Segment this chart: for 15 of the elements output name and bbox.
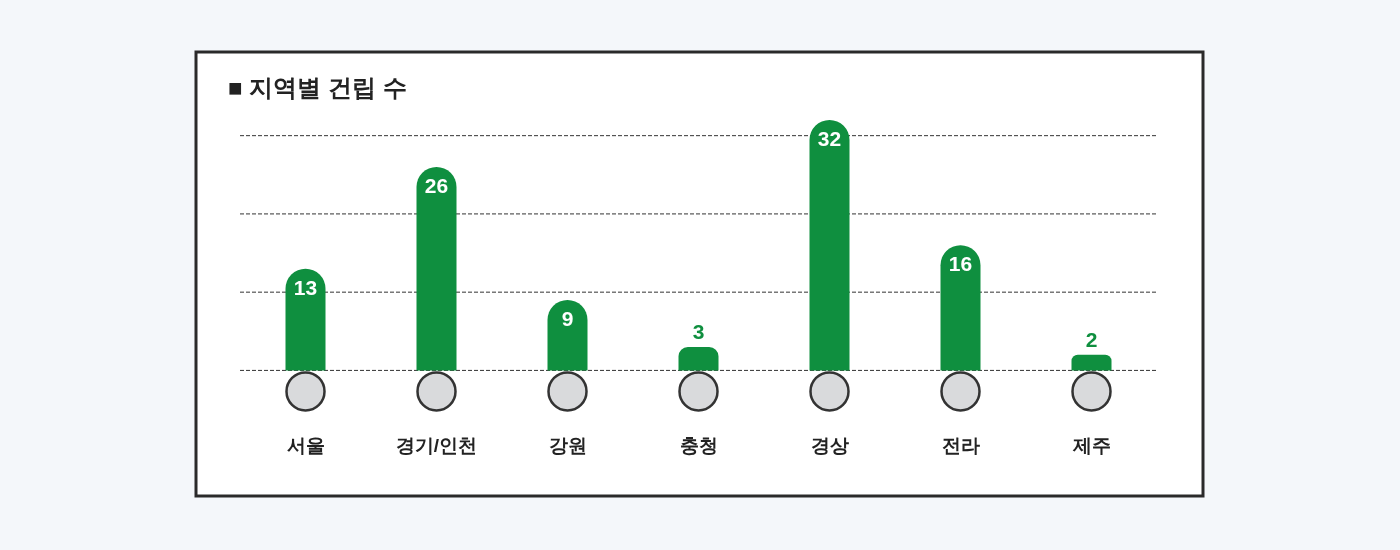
x-tick-label: 충청 [679,435,718,456]
data-label: 26 [424,173,449,197]
x-tick-label: 경상 [810,435,849,456]
x-tick-label: 서울 [286,435,325,456]
data-label: 16 [948,252,973,276]
x-tick-label: 제주 [1071,435,1111,456]
data-label: 32 [817,127,842,151]
x-tick-label: 전라 [941,435,980,456]
x-tick-label: 경기/인천 [395,435,478,456]
data-label: 13 [293,275,318,299]
chart-title: ■ 지역별 건립 수 [228,74,407,101]
data-label: 9 [561,306,574,330]
x-tick-label: 강원 [548,435,587,456]
data-label: 2 [1085,327,1098,351]
data-label: 3 [692,319,705,343]
